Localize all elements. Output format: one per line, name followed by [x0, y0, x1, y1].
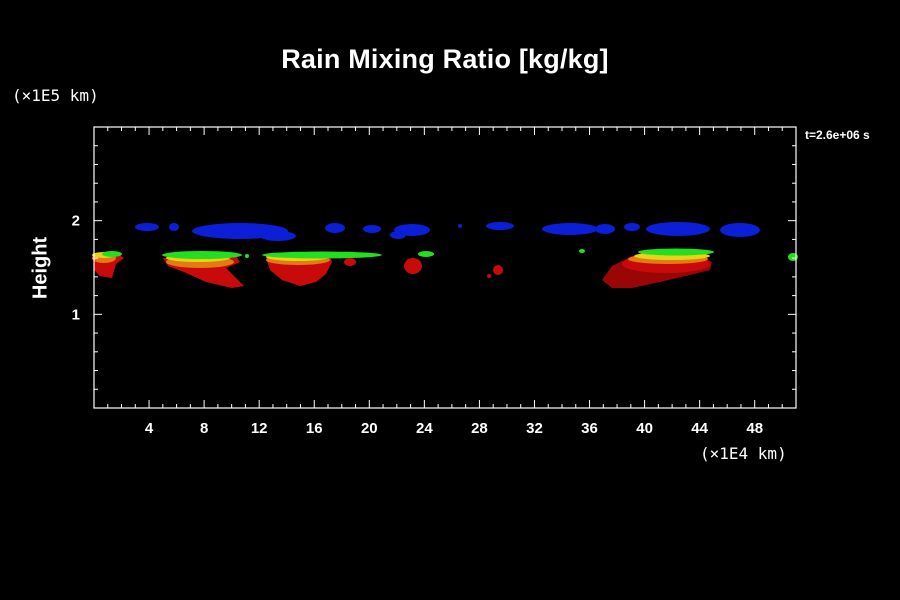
x-tick-label: 32 — [526, 420, 543, 437]
x-tick-label: 24 — [416, 420, 433, 437]
red-contour — [493, 265, 503, 275]
axis-ticks — [94, 127, 796, 408]
x-tick-label: 4 — [145, 420, 154, 437]
y-tick-label: 1 — [72, 306, 80, 323]
x-tick-label: 8 — [200, 420, 208, 437]
blue-contour — [542, 223, 598, 235]
red-contour — [487, 274, 491, 278]
blue-contour — [458, 224, 462, 228]
x-tick-label: 44 — [691, 420, 708, 437]
green-contour — [579, 249, 585, 253]
blue-contour — [169, 223, 179, 231]
x-tick-label: 40 — [636, 420, 653, 437]
x-tick-label: 36 — [581, 420, 598, 437]
blue-contour — [720, 223, 760, 237]
x-tick-label: 12 — [251, 420, 268, 437]
time-label: t=2.6e+06 s — [805, 128, 870, 142]
green-contour — [638, 248, 714, 256]
blue-contour — [363, 225, 381, 233]
x-tick-label: 20 — [361, 420, 378, 437]
blue-contour — [135, 223, 159, 231]
y-axis-unit: (×1E5 km) — [12, 86, 99, 105]
blue-contour — [486, 222, 514, 230]
x-tick-label: 28 — [471, 420, 488, 437]
x-tick-label: 48 — [746, 420, 763, 437]
green-contour — [262, 251, 382, 259]
green-contour — [102, 251, 122, 257]
red-contour — [344, 258, 356, 266]
x-axis-unit: (×1E4 km) — [700, 444, 787, 463]
y-tick-label: 2 — [72, 213, 80, 230]
green-contour — [418, 251, 434, 257]
green-contour — [245, 254, 249, 258]
blue-contour — [595, 224, 615, 234]
plot-frame — [93, 126, 797, 409]
blue-contour — [646, 222, 710, 236]
blue-contour — [325, 223, 345, 233]
x-tick-label: 16 — [306, 420, 323, 437]
blue-contour — [624, 223, 640, 231]
chart-title: Rain Mixing Ratio [kg/kg] — [281, 44, 609, 74]
red-contour — [404, 258, 422, 274]
green-contour — [162, 251, 242, 259]
blue-contour — [390, 231, 406, 239]
blue-contour — [260, 231, 296, 241]
rain-field-layer — [92, 222, 798, 288]
